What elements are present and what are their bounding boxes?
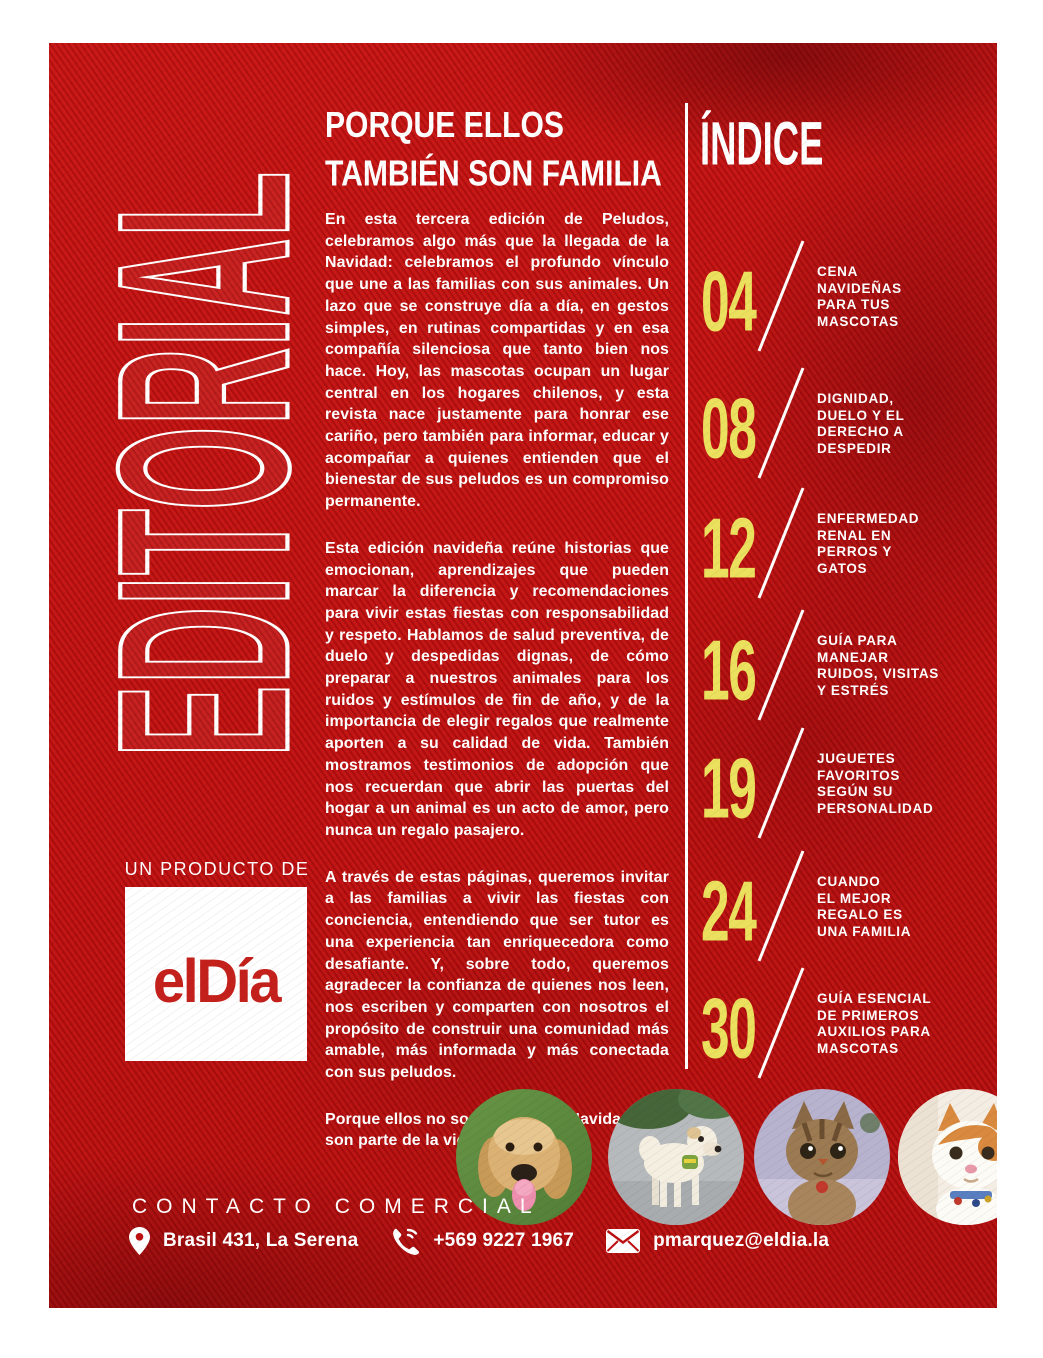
toc-entry-30[interactable]: 30 GUÍA ESENCIAL DE PRIMEROS AUXILIOS PA… xyxy=(699,967,997,1097)
toc-entry-12[interactable]: 12 ENFERMEDAD RENAL EN PERROS Y GATOS xyxy=(699,487,997,617)
editorial-body: En esta tercera edición de Peludos, cele… xyxy=(325,209,669,1177)
phone-icon xyxy=(390,1227,420,1255)
toc-entry-title: JUGUETES FAVORITOS SEGÚN SU PERSONALIDAD xyxy=(817,751,934,816)
pet-photo-white-poodle xyxy=(608,1089,744,1225)
contact-email[interactable]: pmarquez@eldia.la xyxy=(653,1230,830,1251)
slash-divider xyxy=(757,727,805,839)
slash-divider xyxy=(757,609,805,721)
editorial-vertical-text: EDITORIAL xyxy=(66,169,341,758)
slash-divider xyxy=(757,487,805,599)
editorial-paragraph: A través de estas páginas, queremos invi… xyxy=(325,868,669,1082)
toc-page-number: 04 xyxy=(701,252,757,350)
toc-page-number: 30 xyxy=(701,979,757,1077)
location-pin-icon xyxy=(129,1227,150,1255)
toc-page-number: 19 xyxy=(701,739,757,837)
orange-white-cat-illustration xyxy=(898,1089,997,1225)
brown-tabby-cat-illustration xyxy=(754,1089,890,1225)
pet-photo-brown-tabby-cat xyxy=(754,1089,890,1225)
eldia-logo-text: elDía xyxy=(152,946,282,1016)
toc-page-number: 12 xyxy=(701,499,757,597)
indice-heading: ÍNDICE xyxy=(700,110,824,179)
slash-divider xyxy=(757,850,805,962)
contact-heading: CONTACTO COMERCIAL xyxy=(132,1195,541,1218)
pet-photo-orange-white-cat xyxy=(898,1089,997,1225)
contact-row: Brasil 431, La Serena +569 9227 1967 pma… xyxy=(129,1227,829,1255)
envelope-icon xyxy=(606,1229,641,1253)
pet-photo-golden-retriever xyxy=(456,1089,592,1225)
eldia-logo: elDía xyxy=(125,887,307,1061)
white-poodle-illustration xyxy=(608,1089,744,1225)
toc-page-number: 24 xyxy=(701,862,757,960)
slash-divider xyxy=(757,367,805,479)
toc-entry-08[interactable]: 08 DIGNIDAD, DUELO Y EL DERECHO A DESPED… xyxy=(699,367,997,497)
page-title-line-2: TAMBIÉN SON FAMILIA xyxy=(325,153,662,194)
editorial-header: PORQUE ELLOS TAMBIÉN SON FAMILIA xyxy=(325,101,671,193)
page-title-line-1: PORQUE ELLOS xyxy=(325,104,564,146)
vertical-divider xyxy=(685,103,688,1069)
contact-address: Brasil 431, La Serena xyxy=(163,1230,359,1251)
toc-entry-title: ENFERMEDAD RENAL EN PERROS Y GATOS xyxy=(817,511,920,576)
toc-entry-19[interactable]: 19 JUGUETES FAVORITOS SEGÚN SU PERSONALI… xyxy=(699,727,997,857)
slash-divider xyxy=(757,240,805,352)
page-title: PORQUE ELLOS TAMBIÉN SON FAMILIA xyxy=(325,101,662,198)
toc-entry-04[interactable]: 04 CENA NAVIDEÑAS PARA TUS MASCOTAS xyxy=(699,240,997,370)
toc-entry-title: CENA NAVIDEÑAS PARA TUS MASCOTAS xyxy=(817,264,902,329)
producer-label: UN PRODUCTO DE xyxy=(124,859,310,879)
toc-entry-title: GUÍA ESENCIAL DE PRIMEROS AUXILIOS PARA … xyxy=(817,991,932,1056)
toc-entry-24[interactable]: 24 CUANDO EL MEJOR REGALO ES UNA FAMILIA xyxy=(699,850,997,980)
toc-entry-title: DIGNIDAD, DUELO Y EL DERECHO A DESPEDIR xyxy=(817,391,905,456)
toc-entry-16[interactable]: 16 GUÍA PARA MANEJAR RUIDOS, VISITAS Y E… xyxy=(699,609,997,739)
editorial-vertical-label: EDITORIAL xyxy=(66,135,341,793)
toc-entry-title: CUANDO EL MEJOR REGALO ES UNA FAMILIA xyxy=(817,874,912,939)
editorial-paragraph: En esta tercera edición de Peludos, cele… xyxy=(325,211,669,511)
toc-page-number: 16 xyxy=(701,621,757,719)
magazine-editorial-page: EDITORIAL PORQUE ELLOS TAMBIÉN SON FAMIL… xyxy=(49,43,997,1308)
contact-phone: +569 9227 1967 xyxy=(433,1230,575,1251)
golden-retriever-illustration xyxy=(456,1089,592,1225)
toc-entry-title: GUÍA PARA MANEJAR RUIDOS, VISITAS Y ESTR… xyxy=(817,633,940,698)
slash-divider xyxy=(757,967,805,1079)
editorial-paragraph: Esta edición navideña reúne historias qu… xyxy=(325,539,669,839)
toc-page-number: 08 xyxy=(701,379,757,477)
